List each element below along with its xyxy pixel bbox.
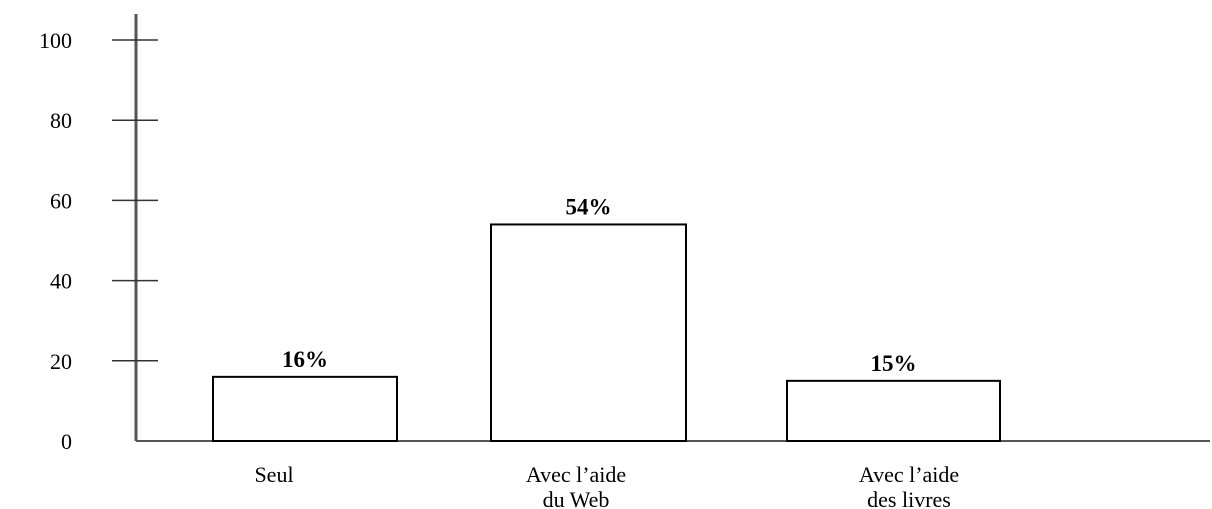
y-tick-label: 20 xyxy=(50,349,72,374)
category-label: Seul xyxy=(254,462,293,487)
category-label: Avec l’aide xyxy=(526,462,626,487)
y-tick-label: 100 xyxy=(39,28,72,53)
category-label: des livres xyxy=(867,487,951,509)
category-label: Avec l’aide xyxy=(859,462,959,487)
bar-value-label: 54% xyxy=(566,194,612,219)
y-tick-label: 40 xyxy=(50,269,72,294)
bar xyxy=(490,223,687,442)
y-tick-label: 60 xyxy=(50,188,72,213)
category-label: du Web xyxy=(543,487,610,509)
bar-value-label: 16% xyxy=(282,347,328,372)
y-tick-label: 0 xyxy=(61,429,72,454)
bar-value-label: 15% xyxy=(871,351,917,376)
y-tick-label: 80 xyxy=(50,108,72,133)
bar xyxy=(786,379,1001,443)
bar xyxy=(212,375,398,442)
